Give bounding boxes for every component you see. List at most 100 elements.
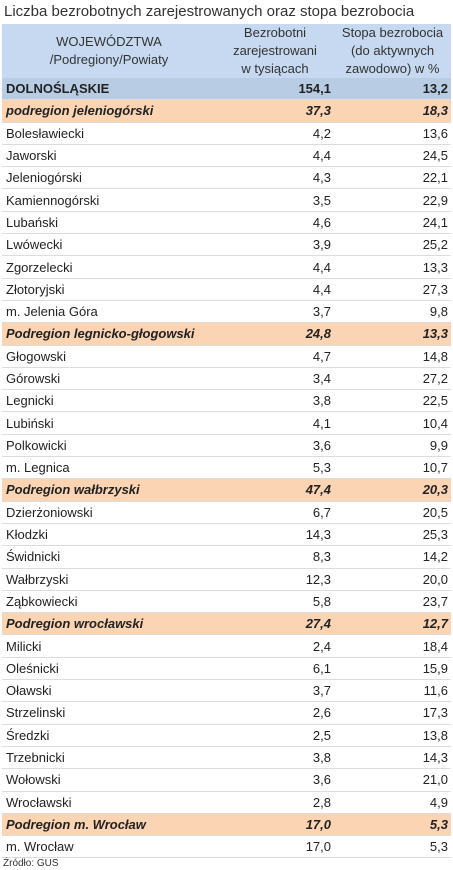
rate-value-cell: 27,2 <box>334 367 451 391</box>
unemployed-value-cell: 6,7 <box>216 501 334 524</box>
region-name-cell: Strzelinski <box>2 701 216 725</box>
region-name-cell: Jeleniogórski <box>2 166 216 190</box>
rate-value-cell: 18,4 <box>334 634 451 658</box>
unemployed-value-cell: 4,2 <box>216 122 334 145</box>
unemployed-value-cell: 2,4 <box>216 634 334 658</box>
rate-value-cell: 13,8 <box>334 724 451 747</box>
unemployed-value-cell: 2,8 <box>216 791 334 814</box>
county-row: Strzelinski 2,6 17,3 <box>2 701 451 725</box>
county-row: m. Jelenia Góra 3,7 9,8 <box>2 300 451 324</box>
region-name-cell: Głogowski <box>2 345 216 368</box>
rate-value-cell: 5,3 <box>334 835 451 859</box>
table-header-row: WOJEWÓDZTWA /Podregiony/Powiaty Bezrobot… <box>2 24 451 78</box>
rate-value-cell: 22,5 <box>334 389 451 413</box>
unemployed-value-cell: 4,6 <box>216 211 334 235</box>
region-name-cell: Lwówecki <box>2 233 216 257</box>
county-row: Kamiennogórski 3,5 22,9 <box>2 188 451 212</box>
county-row: Jaworski 4,4 24,5 <box>2 144 451 168</box>
header-unemployed-line3: w tysiącach <box>241 61 309 76</box>
rate-value-cell: 9,9 <box>334 434 451 458</box>
rate-value-cell: 27,3 <box>334 278 451 301</box>
subregion-row: podregion jeleniogórski 37,3 18,3 <box>2 99 451 123</box>
unemployed-value-cell: 12,3 <box>216 568 334 591</box>
rate-value-cell: 21,0 <box>334 768 451 792</box>
rate-value-cell: 13,3 <box>334 255 451 279</box>
source-note: Źródło: GUS <box>3 858 59 870</box>
rate-value-cell: 14,8 <box>334 345 451 368</box>
rate-value-cell: 25,3 <box>334 523 451 547</box>
subregion-row: Podregion legnicko-głogowski 24,8 13,3 <box>2 322 451 346</box>
county-row: Lubański 4,6 24,1 <box>2 211 451 235</box>
header-region-line1: WOJEWÓDZTWA <box>56 34 162 49</box>
unemployed-value-cell: 3,4 <box>216 367 334 391</box>
county-row: Trzebnicki 3,8 14,3 <box>2 746 451 770</box>
county-row: m. Wrocław 17,0 5,3 <box>2 835 451 859</box>
unemployed-value-cell: 3,8 <box>216 746 334 770</box>
unemployed-value-cell: 6,1 <box>216 657 334 681</box>
voivodeship-total-row: DOLNOŚLĄSKIE 154,1 13,2 <box>2 78 451 101</box>
rate-value-cell: 14,3 <box>334 746 451 770</box>
header-region: WOJEWÓDZTWA /Podregiony/Powiaty <box>2 24 216 78</box>
region-name-cell: Dzierżoniowski <box>2 501 216 524</box>
rate-value-cell: 10,7 <box>334 456 451 480</box>
rate-value-cell: 22,1 <box>334 166 451 190</box>
subregion-row: Podregion wałbrzyski 47,4 20,3 <box>2 478 451 502</box>
region-name-cell: Oławski <box>2 679 216 703</box>
header-unemployed-line2: zarejestrowani <box>233 43 317 58</box>
region-name-cell: Górowski <box>2 367 216 391</box>
county-row: Legnicki 3,8 22,5 <box>2 389 451 413</box>
rate-value-cell: 25,2 <box>334 233 451 257</box>
region-name-cell: Podregion wałbrzyski <box>2 478 216 502</box>
county-row: Dzierżoniowski 6,7 20,5 <box>2 501 451 524</box>
unemployed-value-cell: 4,4 <box>216 278 334 301</box>
rate-value-cell: 13,3 <box>334 322 451 346</box>
unemployed-value-cell: 4,3 <box>216 166 334 190</box>
unemployment-table: WOJEWÓDZTWA /Podregiony/Powiaty Bezrobot… <box>2 24 451 859</box>
county-row: Wołowski 3,6 21,0 <box>2 768 451 792</box>
rate-value-cell: 11,6 <box>334 679 451 703</box>
region-name-cell: Zgorzelecki <box>2 255 216 279</box>
region-name-cell: Złotoryjski <box>2 278 216 301</box>
unemployed-value-cell: 17,0 <box>216 835 334 859</box>
region-name-cell: Kamiennogórski <box>2 188 216 212</box>
county-row: Świdnicki 8,3 14,2 <box>2 545 451 569</box>
unemployed-value-cell: 4,4 <box>216 255 334 279</box>
county-row: Lwówecki 3,9 25,2 <box>2 233 451 257</box>
county-row: Wrocławski 2,8 4,9 <box>2 791 451 814</box>
county-row: Polkowicki 3,6 9,9 <box>2 434 451 458</box>
region-name-cell: Trzebnicki <box>2 746 216 770</box>
county-row: Oleśnicki 6,1 15,9 <box>2 657 451 681</box>
county-row: Lubiński 4,1 10,4 <box>2 411 451 435</box>
unemployed-value-cell: 37,3 <box>216 99 334 123</box>
region-name-cell: podregion jeleniogórski <box>2 99 216 123</box>
header-rate-line1: Stopa bezrobocia <box>341 25 444 40</box>
unemployed-value-cell: 47,4 <box>216 478 334 502</box>
unemployed-value-cell: 4,4 <box>216 144 334 168</box>
region-name-cell: Ząbkowiecki <box>2 590 216 614</box>
county-row: Zgorzelecki 4,4 13,3 <box>2 255 451 279</box>
region-name-cell: m. Jelenia Góra <box>2 300 216 324</box>
rate-value-cell: 18,3 <box>334 99 451 123</box>
unemployed-value-cell: 4,1 <box>216 411 334 435</box>
county-row: Milicki 2,4 18,4 <box>2 634 451 658</box>
region-name-cell: m. Wrocław <box>2 835 216 859</box>
region-name-cell: DOLNOŚLĄSKIE <box>2 78 216 101</box>
header-unemployed-line1: Bezrobotni <box>243 25 307 40</box>
county-row: Bolesławiecki 4,2 13,6 <box>2 122 451 145</box>
region-name-cell: Wołowski <box>2 768 216 792</box>
subregion-row: Podregion wrocławski 27,4 12,7 <box>2 612 451 636</box>
unemployed-value-cell: 17,0 <box>216 813 334 837</box>
county-row: Jeleniogórski 4,3 22,1 <box>2 166 451 190</box>
page-title: Liczba bezrobotnych zarejestrowanych ora… <box>4 3 415 20</box>
region-name-cell: Wałbrzyski <box>2 568 216 591</box>
unemployed-value-cell: 5,8 <box>216 590 334 614</box>
region-name-cell: Lubiński <box>2 411 216 435</box>
county-row: Wałbrzyski 12,3 20,0 <box>2 568 451 591</box>
rate-value-cell: 17,3 <box>334 701 451 725</box>
rate-value-cell: 14,2 <box>334 545 451 569</box>
unemployed-value-cell: 8,3 <box>216 545 334 569</box>
region-name-cell: Wrocławski <box>2 791 216 814</box>
unemployed-value-cell: 14,3 <box>216 523 334 547</box>
county-row: Górowski 3,4 27,2 <box>2 367 451 391</box>
region-name-cell: Jaworski <box>2 144 216 168</box>
